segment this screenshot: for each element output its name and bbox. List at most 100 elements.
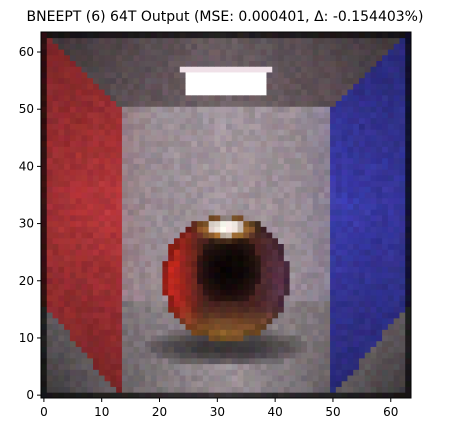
image-pixel (393, 272, 400, 279)
image-pixel (301, 49, 308, 56)
image-pixel (69, 329, 77, 336)
image-pixel (295, 180, 302, 187)
image-pixel (405, 60, 412, 67)
image-pixel (254, 260, 262, 267)
image-pixel (156, 323, 163, 330)
image-pixel (278, 83, 285, 90)
image-pixel (324, 317, 331, 325)
image-pixel (185, 226, 192, 233)
image-pixel (58, 260, 65, 267)
image-pixel (370, 174, 377, 182)
image-pixel (81, 49, 88, 56)
image-pixel (133, 226, 140, 233)
image-pixel (52, 169, 59, 176)
image-pixel (283, 66, 290, 73)
image-pixel (191, 197, 198, 204)
image-pixel (191, 232, 198, 239)
image-pixel (387, 380, 395, 387)
image-pixel (318, 277, 325, 285)
image-pixel (399, 83, 406, 90)
image-pixel (312, 255, 319, 262)
image-pixel (46, 386, 53, 393)
image-pixel (312, 197, 319, 204)
image-pixel (64, 94, 71, 102)
image-pixel (226, 89, 233, 96)
image-pixel (156, 255, 163, 262)
image-pixel (116, 209, 123, 216)
image-pixel (399, 243, 406, 250)
image-pixel (64, 255, 71, 262)
image-pixel (41, 266, 48, 273)
image-pixel (353, 106, 360, 113)
image-pixel (272, 152, 279, 159)
image-pixel (226, 283, 233, 290)
image-pixel (324, 220, 331, 227)
image-pixel (191, 174, 198, 182)
image-pixel (145, 232, 152, 239)
image-pixel (405, 346, 412, 353)
image-pixel (104, 369, 111, 376)
image-pixel (312, 72, 319, 79)
image-pixel (52, 54, 59, 61)
image-pixel (127, 157, 134, 164)
image-pixel (220, 306, 227, 313)
image-pixel (353, 289, 360, 296)
image-pixel (185, 260, 192, 267)
image-pixel (214, 295, 221, 302)
image-pixel (249, 266, 256, 273)
image-pixel (168, 129, 175, 136)
image-pixel (220, 289, 227, 296)
image-pixel (387, 357, 395, 365)
image-pixel (226, 323, 233, 330)
image-pixel (220, 392, 227, 399)
image-pixel (98, 117, 105, 124)
y-tick-label: 40 (19, 159, 34, 173)
image-pixel (168, 272, 175, 279)
image-pixel (393, 220, 400, 227)
image-pixel (64, 220, 71, 227)
image-pixel (312, 380, 319, 387)
image-pixel (370, 66, 377, 73)
image-pixel (162, 237, 169, 244)
image-pixel (173, 186, 181, 193)
image-pixel (249, 106, 256, 113)
image-pixel (387, 363, 395, 370)
image-pixel (133, 363, 140, 370)
image-pixel (81, 100, 88, 107)
image-pixel (150, 163, 158, 170)
image-pixel (226, 380, 233, 387)
image-pixel (127, 129, 134, 136)
image-pixel (249, 157, 256, 164)
image-pixel (272, 157, 279, 164)
image-pixel (260, 317, 267, 325)
image-pixel (254, 43, 262, 50)
image-pixel (208, 375, 215, 382)
image-pixel (173, 249, 181, 256)
image-pixel (347, 106, 354, 113)
image-pixel (376, 375, 383, 382)
image-pixel (306, 237, 314, 244)
image-pixel (87, 203, 94, 210)
image-pixel (150, 266, 158, 273)
image-pixel (179, 54, 186, 61)
image-pixel (156, 375, 163, 382)
image-pixel (237, 300, 244, 307)
image-pixel (220, 174, 227, 182)
image-pixel (295, 232, 302, 239)
image-pixel (254, 375, 262, 382)
image-pixel (405, 317, 412, 325)
image-pixel (393, 123, 400, 130)
image-pixel (104, 329, 111, 336)
image-pixel (405, 340, 412, 347)
image-pixel (214, 54, 221, 61)
image-pixel (116, 54, 123, 61)
image-pixel (162, 192, 169, 199)
image-pixel (347, 243, 354, 250)
image-pixel (156, 266, 163, 273)
image-pixel (295, 174, 302, 182)
image-pixel (393, 243, 400, 250)
image-pixel (335, 37, 343, 44)
image-pixel (283, 94, 290, 102)
x-tick-label: 40 (268, 405, 283, 419)
image-pixel (283, 386, 290, 393)
